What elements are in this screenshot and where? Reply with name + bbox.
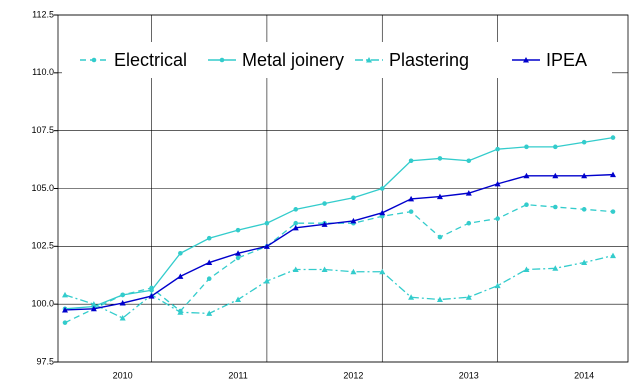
point	[581, 139, 587, 145]
series-line	[64, 254, 614, 319]
point	[235, 227, 241, 233]
point	[149, 287, 154, 293]
point	[408, 209, 414, 214]
point	[465, 294, 472, 300]
point	[436, 193, 443, 200]
point	[553, 204, 558, 210]
point	[177, 273, 184, 279]
point	[495, 216, 500, 221]
series	[62, 135, 616, 312]
point	[379, 186, 385, 191]
point	[523, 57, 529, 63]
point	[552, 265, 559, 271]
y-tick-label: 100.0	[31, 299, 54, 309]
legend-label: Metal joinery	[242, 50, 344, 70]
point	[610, 135, 616, 140]
point	[437, 234, 443, 240]
point	[91, 57, 97, 63]
point	[523, 172, 530, 179]
legend-label: Electrical	[114, 50, 187, 70]
point	[581, 259, 588, 266]
point	[523, 266, 530, 272]
point	[292, 224, 299, 231]
legend: Electrical Metal joinery Plastering IPEA	[62, 42, 612, 78]
plot-frame	[57, 14, 629, 363]
point	[408, 195, 415, 202]
point	[350, 217, 357, 224]
point	[263, 278, 270, 284]
point	[379, 268, 386, 275]
point	[293, 207, 299, 212]
point	[466, 220, 472, 226]
point	[436, 296, 443, 303]
x-tick-label: 2012	[343, 370, 363, 380]
y-tick-label: 107.5	[31, 125, 54, 135]
point	[379, 209, 386, 216]
point	[465, 190, 472, 196]
y-tick-label: 110.0	[32, 67, 54, 77]
point	[610, 171, 616, 178]
point	[351, 195, 356, 201]
point	[263, 243, 270, 249]
point	[90, 301, 97, 307]
point	[235, 296, 242, 303]
x-tick-label: 2011	[228, 370, 247, 380]
point	[581, 207, 587, 212]
point	[553, 144, 558, 150]
point	[524, 202, 529, 207]
point	[119, 300, 126, 306]
point	[408, 158, 414, 164]
point	[206, 276, 212, 282]
point	[366, 57, 372, 63]
point	[206, 310, 213, 316]
point	[90, 305, 97, 312]
x-tick-label: 2014	[574, 370, 594, 380]
point	[206, 235, 212, 241]
point	[219, 57, 225, 63]
point	[321, 266, 328, 272]
point	[466, 158, 472, 164]
point	[177, 309, 184, 315]
point	[62, 291, 68, 298]
point	[610, 252, 616, 259]
point	[235, 255, 241, 261]
y-tick-label: 102.5	[31, 241, 54, 251]
point	[62, 306, 68, 313]
point	[524, 144, 529, 150]
point	[437, 156, 443, 161]
point	[322, 201, 327, 206]
point	[148, 293, 155, 299]
point	[62, 320, 68, 325]
series	[62, 252, 616, 321]
point	[350, 268, 357, 275]
point	[408, 294, 415, 300]
point	[206, 259, 213, 266]
series	[62, 202, 616, 325]
point	[120, 292, 125, 298]
point	[264, 220, 270, 226]
series-line	[64, 136, 614, 310]
point	[178, 250, 183, 256]
point	[581, 172, 588, 179]
point	[235, 250, 242, 256]
series-line	[64, 173, 614, 311]
y-tick-label: 105.0	[31, 183, 54, 193]
point	[610, 209, 616, 214]
legend-label: Plastering	[389, 50, 469, 70]
point	[495, 146, 500, 152]
point	[293, 220, 299, 226]
point	[552, 172, 559, 179]
x-tick-label: 2010	[113, 370, 133, 380]
series	[62, 171, 616, 313]
x-tick-label: 2013	[459, 370, 479, 380]
y-tick-label: 97.5	[36, 356, 54, 366]
point	[494, 282, 501, 289]
point	[494, 180, 501, 187]
y-tick-label: 112.5	[32, 9, 54, 19]
legend-label: IPEA	[546, 50, 587, 70]
point	[321, 221, 328, 227]
point	[292, 266, 299, 272]
point	[119, 315, 126, 321]
